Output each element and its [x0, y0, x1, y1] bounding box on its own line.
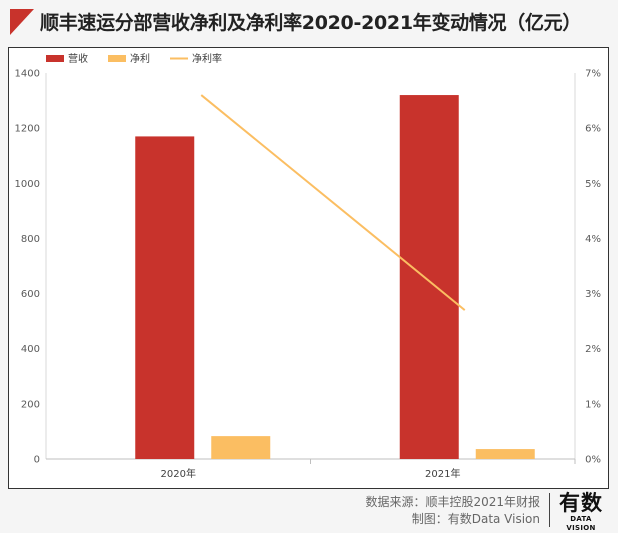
title-bar: 顺丰速运分部营收净利及净利率2020-2021年变动情况（亿元） — [8, 6, 610, 38]
y-left-tick-label: 600 — [21, 289, 40, 300]
legend-label: 净利率 — [192, 52, 222, 65]
legend-swatch-1 — [108, 55, 126, 62]
y-left-tick-label: 1200 — [15, 124, 40, 135]
line-net-margin — [200, 94, 466, 311]
source-text: 数据来源：顺丰控股2021年财报 — [365, 495, 540, 509]
legend-swatch-0 — [46, 55, 64, 62]
x-tick-label: 2021年 — [425, 467, 460, 480]
y-right-tick-label: 1% — [585, 399, 601, 410]
y-right-tick-label: 2% — [585, 344, 601, 355]
y-left-tick-label: 1400 — [15, 69, 40, 80]
legend-label: 净利 — [130, 52, 150, 65]
bar-net-profit — [211, 436, 271, 459]
logo-sub-text: DATA VISION — [566, 515, 596, 532]
y-right-tick-label: 7% — [585, 69, 601, 80]
x-tick-label: 2020年 — [161, 467, 196, 480]
y-left-tick-label: 800 — [21, 234, 40, 245]
bar-revenue — [399, 95, 459, 460]
y-right-tick-label: 3% — [585, 289, 601, 300]
logo-main-text: 有数 — [559, 491, 603, 515]
legend-label: 营收 — [68, 52, 88, 65]
chart-title: 顺丰速运分部营收净利及净利率2020-2021年变动情况（亿元） — [40, 12, 582, 34]
y-left-tick-label: 1000 — [15, 179, 40, 190]
made-by-text: 制图：有数Data Vision — [411, 512, 540, 526]
bar-net-profit — [475, 449, 535, 459]
footer-source: 数据来源：顺丰控股2021年财报 制图：有数Data Vision — [365, 494, 540, 528]
y-right-tick-label: 0% — [585, 455, 601, 466]
y-right-tick-label: 4% — [585, 234, 601, 245]
y-left-tick-label: 200 — [21, 399, 40, 410]
y-left-tick-label: 400 — [21, 344, 40, 355]
chart-svg: 0 200 400 600 800 1000 1200 1400 0% 1% 2% 3% 4% 5% 6% 7… — [15, 52, 601, 480]
logo: 有数 DATA VISION — [556, 491, 606, 533]
y-right-tick-label: 5% — [585, 179, 601, 190]
footer-divider — [549, 493, 550, 527]
title-flag-icon — [10, 9, 34, 35]
y-left-tick-label: 0 — [34, 455, 40, 466]
bar-revenue — [135, 136, 195, 459]
chart-frame: 0 200 400 600 800 1000 1200 1400 0% 1% 2% 3% 4% 5% 6% 7… — [8, 47, 609, 489]
y-right-tick-label: 6% — [585, 124, 601, 135]
